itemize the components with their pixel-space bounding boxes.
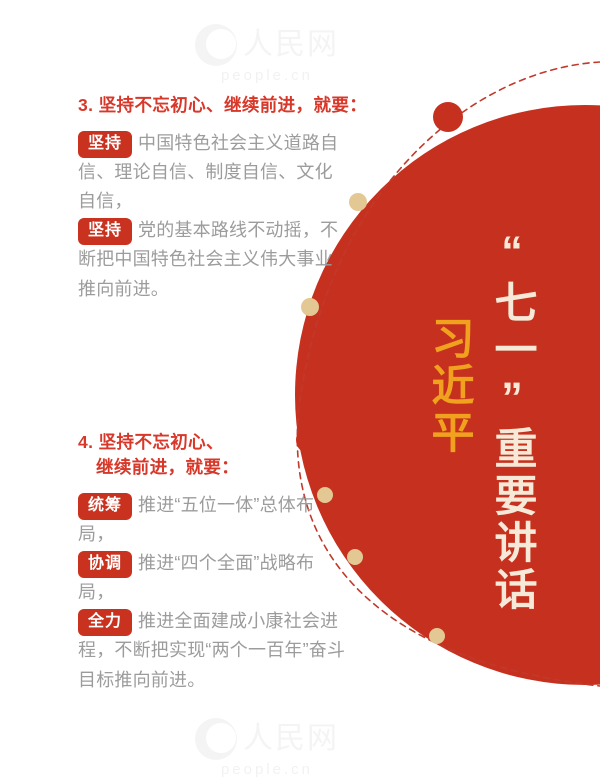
watermark-bottom: 人民网 people.cn [195,718,339,778]
globe-icon [195,24,237,66]
section-4: 4. 坚持不忘初心、 继续前进，就要： 统筹 推进“五位一体”总体布局， 协调 推进… [78,430,360,695]
bullet-tag: 坚持 [78,130,133,158]
section-4-heading: 4. 坚持不忘初心、 继续前进，就要： [78,430,360,480]
watermark-brand: 人民网 [243,721,339,756]
text-content-column: 3. 坚持不忘初心、继续前进，就要： 坚持 中国特色社会主义道路自信、理论自信、制… [78,95,367,695]
section-3: 3. 坚持不忘初心、继续前进，就要： 坚持 中国特色社会主义道路自信、理论自信、制… [78,93,367,304]
bullet-tag: 协调 [78,551,133,578]
bullet-text: 推进“四个全面”战略布局， [78,553,315,603]
bullet-item: 全力 推进全面建成小康社会进程，不断把实现“两个一百年”奋斗目标推向前进。 [78,607,360,694]
globe-icon [195,718,237,760]
section-3-bullets: 坚持 中国特色社会主义道路自信、理论自信、制度自信、文化自信， 坚持 党的基本路线不… [78,129,367,304]
poster-title-main: “七一”重要讲话 [488,228,536,614]
watermark-url: people.cn [220,761,314,778]
watermark-url: people.cn [220,67,314,84]
bullet-tag: 坚持 [78,218,133,246]
bullet-item: 统筹 推进“五位一体”总体布局， [78,491,340,549]
bullet-text: 推进全面建成小康社会进程，不断把实现“两个一百年”奋斗目标推向前进。 [78,611,346,690]
bullet-text: 党的基本路线不动摇，不断把中国特色社会主义伟大事业推向前进。 [78,220,339,299]
bullet-tag: 统筹 [78,492,133,520]
section-3-heading: 3. 坚持不忘初心、继续前进，就要： [78,93,367,118]
watermark-brand: 人民网 [243,27,339,62]
poster-title-name: 习近平 [425,316,473,457]
bullet-item: 坚持 党的基本路线不动摇，不断把中国特色社会主义伟大事业推向前进。 [78,216,340,303]
section-3-heading-line1: 3. 坚持不忘初心、继续前进，就要： [78,95,368,115]
bullet-tag: 全力 [78,609,133,637]
bullet-text: 推进“五位一体”总体布局， [78,494,315,544]
bullet-text: 中国特色社会主义道路自信、理论自信、制度自信、文化自信， [78,132,339,212]
section-4-bullets: 统筹 推进“五位一体”总体布局， 协调 推进“四个全面”战略布局， 全力 推进全面建成… [78,491,360,695]
section-4-heading-line1: 4. 坚持不忘初心、 [78,432,224,452]
section-4-heading-line2: 继续前进，就要： [96,456,240,477]
bullet-item: 坚持 中国特色社会主义道路自信、理论自信、制度自信、文化自信， [78,129,340,216]
watermark-top: 人民网 people.cn [195,24,339,84]
vertical-title-block: “七一”重要讲话 习近平 [415,0,600,778]
bullet-item: 协调 推进“四个全面”战略布局， [78,549,340,607]
